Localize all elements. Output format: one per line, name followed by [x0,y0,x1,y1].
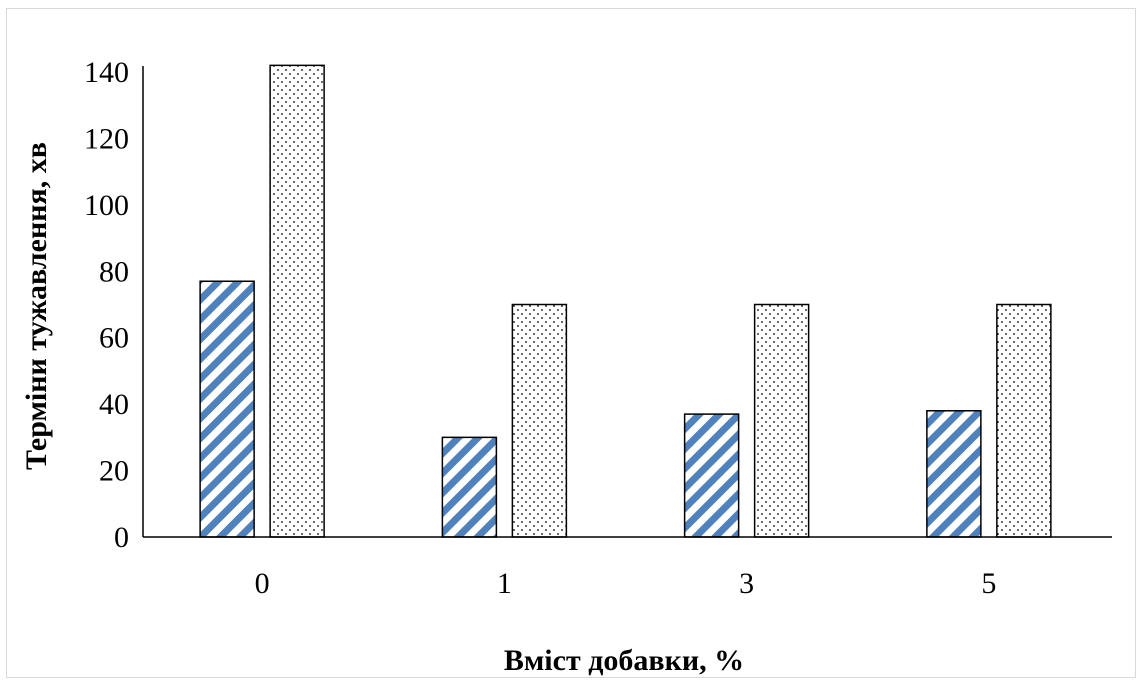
y-tick-labels: 0 20 40 60 80 100 120 140 [84,56,129,554]
y-axis-title: Терміни тужавлення, хв [20,142,53,470]
y-tick-label: 120 [84,122,129,155]
y-tick-label: 80 [99,255,129,288]
y-tick-label: 60 [99,322,129,355]
y-tick-label: 40 [99,388,129,421]
bar-series-1-cat-3 [683,413,740,538]
chart-frame [6,8,1136,678]
x-axis-title: Вміст добавки, % [504,644,744,677]
x-tick-label: 3 [739,567,754,600]
y-tick-label: 140 [84,56,129,89]
bar-series-2-cat-0 [269,64,325,538]
bar-series-2-cat-5 [996,303,1052,538]
bar-series-1-cat-0 [199,280,255,538]
bar-series-1-cat-5 [926,410,982,538]
y-tick-label: 20 [99,455,129,488]
bar-series-2-cat-3 [753,303,810,538]
bar-series-2-cat-1 [511,303,568,538]
x-tick-label: 0 [255,567,270,600]
bar-series-1-cat-1 [441,436,498,538]
x-tick-label: 5 [981,567,996,600]
x-tick-labels: 0 1 3 5 [255,567,997,600]
y-tick-label: 100 [84,189,129,222]
y-tick-label: 0 [114,521,129,554]
x-tick-label: 1 [497,567,512,600]
bars-group [199,64,1052,538]
